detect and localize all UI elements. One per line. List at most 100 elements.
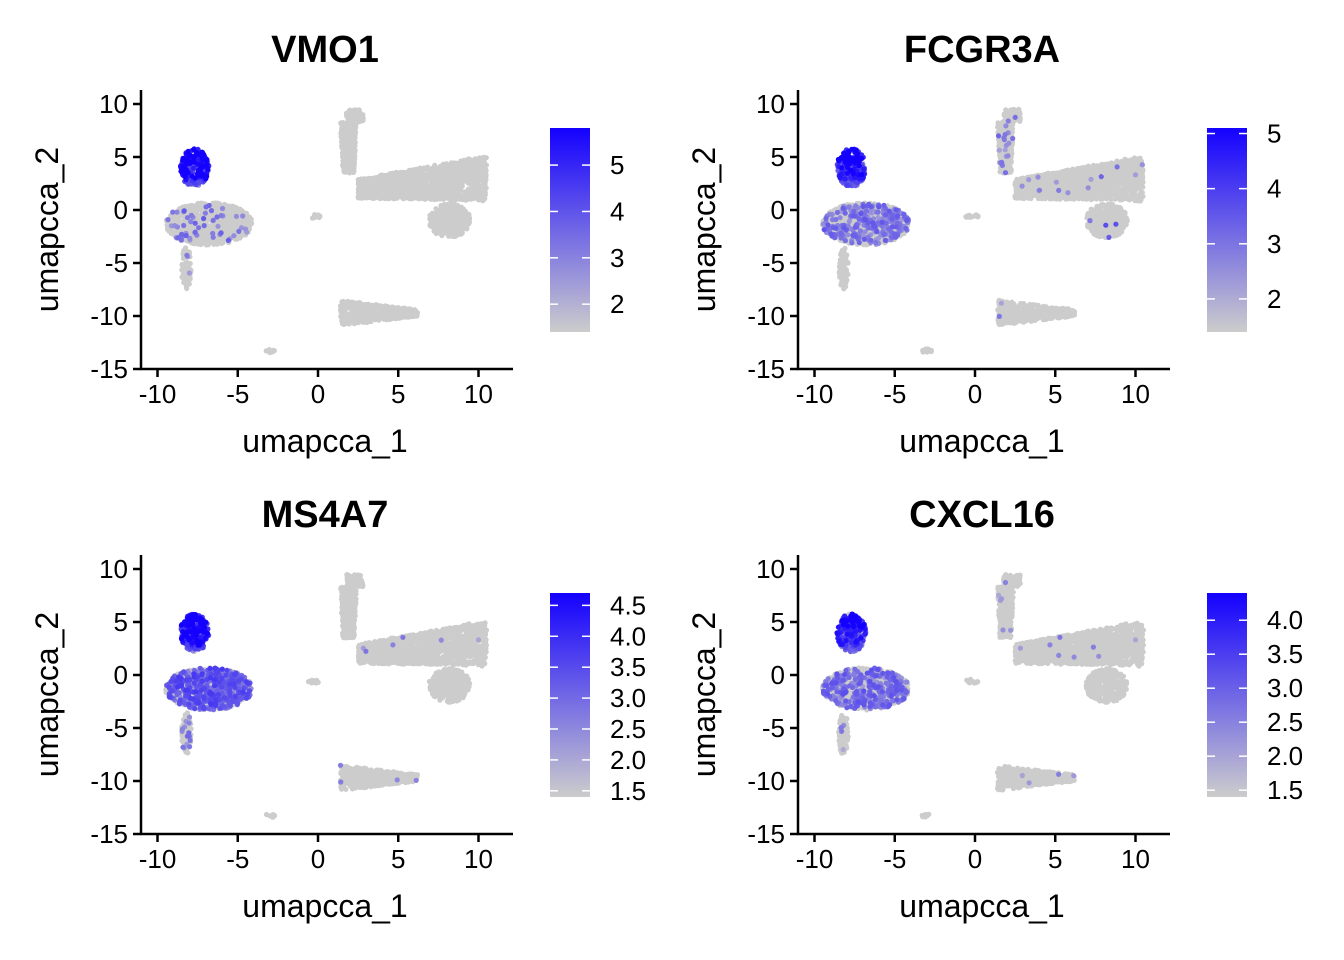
cell-point: [839, 266, 845, 273]
cell-point-expressing: [170, 209, 176, 215]
cell-point: [449, 162, 455, 169]
cell-point: [432, 184, 438, 190]
cell-point-expressing: [214, 214, 220, 220]
cell-point: [471, 178, 477, 184]
cell-point: [348, 165, 354, 171]
cell-point: [340, 320, 346, 327]
cell-point: [339, 299, 345, 305]
cell-point: [461, 176, 468, 182]
cell-point: [359, 311, 365, 318]
cell-point: [452, 220, 458, 226]
cell-point: [351, 130, 357, 136]
cell-point: [220, 220, 226, 226]
cell-point: [445, 170, 451, 176]
y-tick-label: 5: [114, 142, 128, 172]
cell-point-expressing: [174, 224, 180, 230]
cell-point: [434, 166, 440, 172]
cell-point: [443, 165, 449, 171]
cell-point: [839, 278, 845, 285]
cell-point: [419, 172, 425, 178]
cell-point: [385, 304, 391, 310]
colorbar-tick-label: 5: [610, 150, 624, 180]
cell-point: [432, 216, 438, 222]
cell-point: [457, 168, 463, 174]
cell-point: [456, 183, 462, 189]
scatter-points: [820, 106, 1146, 355]
cell-point: [445, 201, 451, 207]
cell-point: [340, 131, 346, 137]
cell-point: [384, 192, 390, 198]
cell-point: [385, 312, 391, 318]
cell-point: [1017, 115, 1023, 121]
cell-point: [354, 107, 360, 113]
cell-point: [398, 315, 404, 321]
cell-point: [441, 181, 447, 187]
x-tick-label: -10: [139, 379, 177, 409]
cell-point: [479, 190, 485, 196]
cell-point: [373, 316, 380, 322]
cell-point: [478, 158, 484, 164]
cell-point: [468, 195, 474, 201]
cell-point: [181, 247, 187, 253]
cell-point: [347, 300, 353, 306]
cell-point: [466, 157, 472, 163]
cell-point: [370, 181, 376, 187]
cell-point: [449, 225, 455, 232]
cell-point: [456, 231, 462, 237]
cell-point: [427, 168, 433, 174]
cell-point: [415, 188, 421, 194]
cell-point-expressing: [165, 217, 171, 223]
cell-point: [920, 349, 926, 355]
cell-point-expressing: [192, 220, 198, 226]
cell-point: [467, 164, 473, 170]
cell-point-expressing: [201, 223, 207, 229]
cell-point: [1005, 161, 1011, 167]
cell-point-expressing: [183, 158, 189, 164]
cell-point: [454, 190, 460, 196]
cell-point: [344, 315, 350, 321]
cell-point: [199, 233, 205, 239]
cell-point: [344, 157, 350, 163]
colorbar-tick-label: 3: [610, 243, 624, 273]
cell-point: [963, 214, 969, 220]
cell-point: [233, 205, 239, 211]
cell-point: [383, 185, 389, 191]
cell-point: [364, 309, 370, 315]
cell-point: [430, 222, 436, 228]
scatter-points: [163, 107, 489, 356]
cell-point: [433, 195, 439, 201]
cell-point: [401, 172, 407, 178]
cell-point: [462, 168, 468, 174]
cell-point: [358, 303, 364, 309]
cell-point: [412, 170, 418, 176]
cell-point: [439, 229, 445, 236]
cell-point: [473, 167, 479, 173]
cell-point: [405, 169, 411, 175]
cell-point: [168, 230, 174, 237]
cell-point: [379, 311, 385, 318]
cell-point: [223, 227, 229, 233]
cell-point: [433, 175, 439, 181]
cell-point: [352, 156, 358, 162]
cell-point-expressing: [192, 175, 198, 181]
cell-point: [199, 200, 205, 206]
cell-point-expressing: [225, 237, 231, 243]
cell-point: [483, 162, 489, 168]
cell-point: [314, 213, 320, 220]
cell-point-expressing: [208, 208, 215, 214]
cell-point: [352, 314, 358, 320]
cell-point-expressing: [205, 165, 211, 171]
cell-point-expressing: [181, 208, 187, 214]
cell-point: [441, 192, 447, 199]
cell-point: [837, 271, 843, 277]
cell-point: [341, 162, 347, 168]
cell-point-expressing: [219, 205, 226, 212]
cell-point-expressing: [192, 229, 198, 235]
cell-point-expressing: [236, 228, 242, 234]
cell-point: [454, 202, 461, 208]
cell-point: [474, 188, 481, 194]
cell-point: [477, 197, 483, 203]
cell-point: [186, 281, 192, 287]
cell-point: [373, 306, 380, 312]
